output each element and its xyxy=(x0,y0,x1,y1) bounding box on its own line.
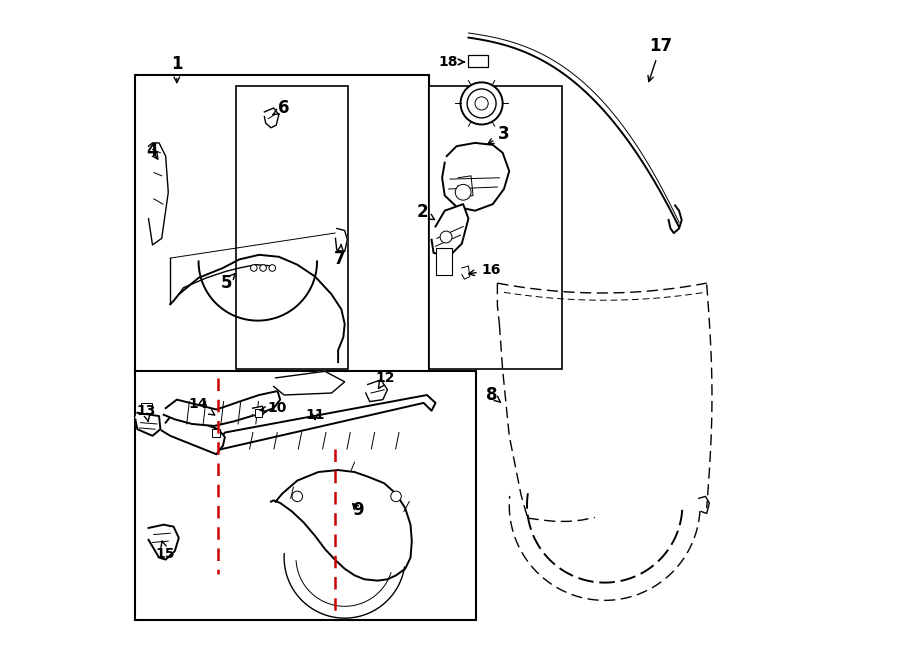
Polygon shape xyxy=(148,143,168,245)
Circle shape xyxy=(440,231,452,243)
Polygon shape xyxy=(135,412,160,436)
Text: 3: 3 xyxy=(488,126,509,144)
Circle shape xyxy=(391,491,401,502)
Circle shape xyxy=(467,89,496,118)
Text: 9: 9 xyxy=(352,500,364,518)
Text: 13: 13 xyxy=(136,404,156,421)
Text: 17: 17 xyxy=(648,37,672,81)
Text: 11: 11 xyxy=(305,408,325,422)
Text: 12: 12 xyxy=(375,371,395,389)
Polygon shape xyxy=(271,470,412,580)
Bar xyxy=(436,249,452,274)
Polygon shape xyxy=(365,380,388,402)
Text: 2: 2 xyxy=(417,203,435,221)
Text: 15: 15 xyxy=(156,541,176,561)
Polygon shape xyxy=(336,229,347,252)
Text: 10: 10 xyxy=(260,401,286,415)
Text: 6: 6 xyxy=(273,99,290,117)
Bar xyxy=(256,409,262,417)
Polygon shape xyxy=(162,412,225,454)
Bar xyxy=(212,429,220,437)
Circle shape xyxy=(269,264,275,271)
Circle shape xyxy=(292,491,302,502)
Bar xyxy=(468,56,488,67)
Text: 7: 7 xyxy=(334,245,346,268)
Circle shape xyxy=(260,264,266,271)
Text: 16: 16 xyxy=(469,263,501,277)
Polygon shape xyxy=(265,108,279,128)
Text: 14: 14 xyxy=(189,397,215,415)
Polygon shape xyxy=(253,407,265,417)
Polygon shape xyxy=(462,266,470,279)
Bar xyxy=(140,403,152,412)
Bar xyxy=(135,75,429,375)
Bar xyxy=(429,86,562,369)
Text: 8: 8 xyxy=(486,386,500,404)
Polygon shape xyxy=(148,525,179,560)
Text: 18: 18 xyxy=(438,55,464,69)
Circle shape xyxy=(455,184,471,200)
Text: 4: 4 xyxy=(147,143,158,161)
Polygon shape xyxy=(274,371,345,395)
Text: 1: 1 xyxy=(171,55,183,83)
Bar xyxy=(135,371,476,620)
Circle shape xyxy=(461,83,503,124)
Text: 5: 5 xyxy=(220,274,235,292)
Polygon shape xyxy=(432,204,468,256)
Circle shape xyxy=(475,97,488,110)
Polygon shape xyxy=(442,143,509,211)
Bar xyxy=(236,86,348,369)
Circle shape xyxy=(250,264,257,271)
Polygon shape xyxy=(210,395,436,450)
Polygon shape xyxy=(164,391,280,426)
